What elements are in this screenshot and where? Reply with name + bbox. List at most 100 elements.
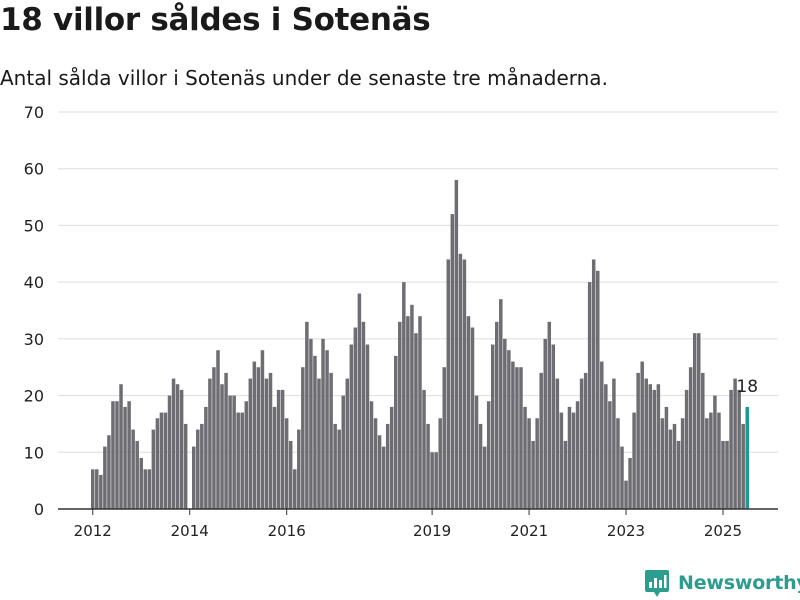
bar <box>737 389 741 509</box>
bar-chart: 0 10 20 30 40 50 60 70 2012 2014 2016 2019 2021 2023… <box>24 103 778 540</box>
bar <box>668 429 673 509</box>
x-tick-label: 2014 <box>171 522 209 540</box>
y-axis-tick-labels: 0 10 20 30 40 50 60 70 <box>24 103 44 519</box>
bar <box>264 378 269 509</box>
bar <box>288 440 293 509</box>
bar <box>171 378 176 509</box>
bar <box>410 304 414 509</box>
bar <box>305 321 309 509</box>
bar <box>652 389 657 509</box>
bar <box>547 321 552 509</box>
bar <box>438 418 442 509</box>
bar <box>204 406 208 509</box>
bar <box>462 259 467 509</box>
bar <box>466 316 471 509</box>
bar <box>119 384 123 509</box>
bar <box>640 361 644 509</box>
bar <box>256 367 261 509</box>
y-tick-label: 30 <box>24 330 44 349</box>
bar <box>353 327 358 509</box>
bar <box>575 401 580 509</box>
brand-name: Newsworthy <box>678 572 800 594</box>
bar <box>490 344 495 509</box>
x-tick-label: 2021 <box>510 522 548 540</box>
y-tick-label: 60 <box>24 160 44 179</box>
bar <box>325 350 329 509</box>
newsworthy-logo[interactable]: Newsworthy <box>644 568 800 598</box>
x-tick-label: 2025 <box>704 522 742 540</box>
y-tick-label: 20 <box>24 387 44 406</box>
bar <box>127 401 131 509</box>
bar <box>628 457 632 509</box>
bar <box>418 316 422 509</box>
bar <box>107 435 111 509</box>
bar <box>398 321 402 509</box>
bar <box>196 429 200 509</box>
bar <box>260 350 265 509</box>
bar <box>155 418 160 509</box>
bar <box>99 474 103 509</box>
bar <box>341 395 345 509</box>
bar <box>511 361 515 509</box>
bar <box>450 214 455 509</box>
newsworthy-logo-icon <box>645 570 669 597</box>
bar <box>559 412 564 509</box>
bar <box>579 378 584 509</box>
bar <box>163 412 168 509</box>
bar <box>632 412 636 509</box>
bar <box>200 423 204 509</box>
bar <box>220 384 224 509</box>
bar <box>337 429 341 509</box>
bar <box>414 333 418 509</box>
bar <box>616 418 620 509</box>
x-tick-label: 2019 <box>413 522 451 540</box>
bar <box>539 372 543 509</box>
bar <box>349 344 354 509</box>
bar <box>535 418 539 509</box>
bar <box>664 406 669 509</box>
bar <box>507 350 511 509</box>
bar <box>208 378 212 509</box>
bar <box>297 429 301 509</box>
bar <box>280 389 285 509</box>
bar <box>159 412 164 509</box>
bar <box>402 282 406 509</box>
bar <box>321 338 325 509</box>
bar <box>499 299 503 509</box>
bar <box>272 406 277 509</box>
bar <box>725 440 729 509</box>
bar <box>454 180 459 509</box>
bar <box>426 423 430 509</box>
bar <box>377 435 382 509</box>
bar <box>131 429 135 509</box>
bar <box>406 316 410 509</box>
bar <box>232 395 236 509</box>
bar <box>151 429 156 509</box>
bar <box>422 389 426 509</box>
bar <box>713 395 717 509</box>
bar <box>147 469 152 509</box>
y-tick-label: 0 <box>34 500 44 519</box>
bar <box>555 378 560 509</box>
bar <box>551 344 556 509</box>
bar <box>309 338 313 509</box>
bar <box>648 384 653 509</box>
bar <box>135 440 139 509</box>
bar <box>357 293 362 509</box>
chart-title: 18 villor såldes i Sotenäs <box>0 2 431 38</box>
x-axis-tick-labels: 2012 2014 2016 2019 2021 2023 2025 <box>74 522 742 540</box>
bar <box>482 446 487 509</box>
bar <box>167 395 172 509</box>
bar <box>143 469 148 509</box>
bar <box>563 440 568 509</box>
y-tick-label: 10 <box>24 443 44 462</box>
bar <box>527 418 531 509</box>
bar <box>523 406 527 509</box>
bar <box>604 384 608 509</box>
bar <box>381 446 386 509</box>
data-labels: 18 <box>736 377 758 397</box>
bar <box>519 367 523 509</box>
bar <box>644 378 648 509</box>
bar <box>434 452 438 509</box>
y-tick-label: 70 <box>24 103 44 122</box>
